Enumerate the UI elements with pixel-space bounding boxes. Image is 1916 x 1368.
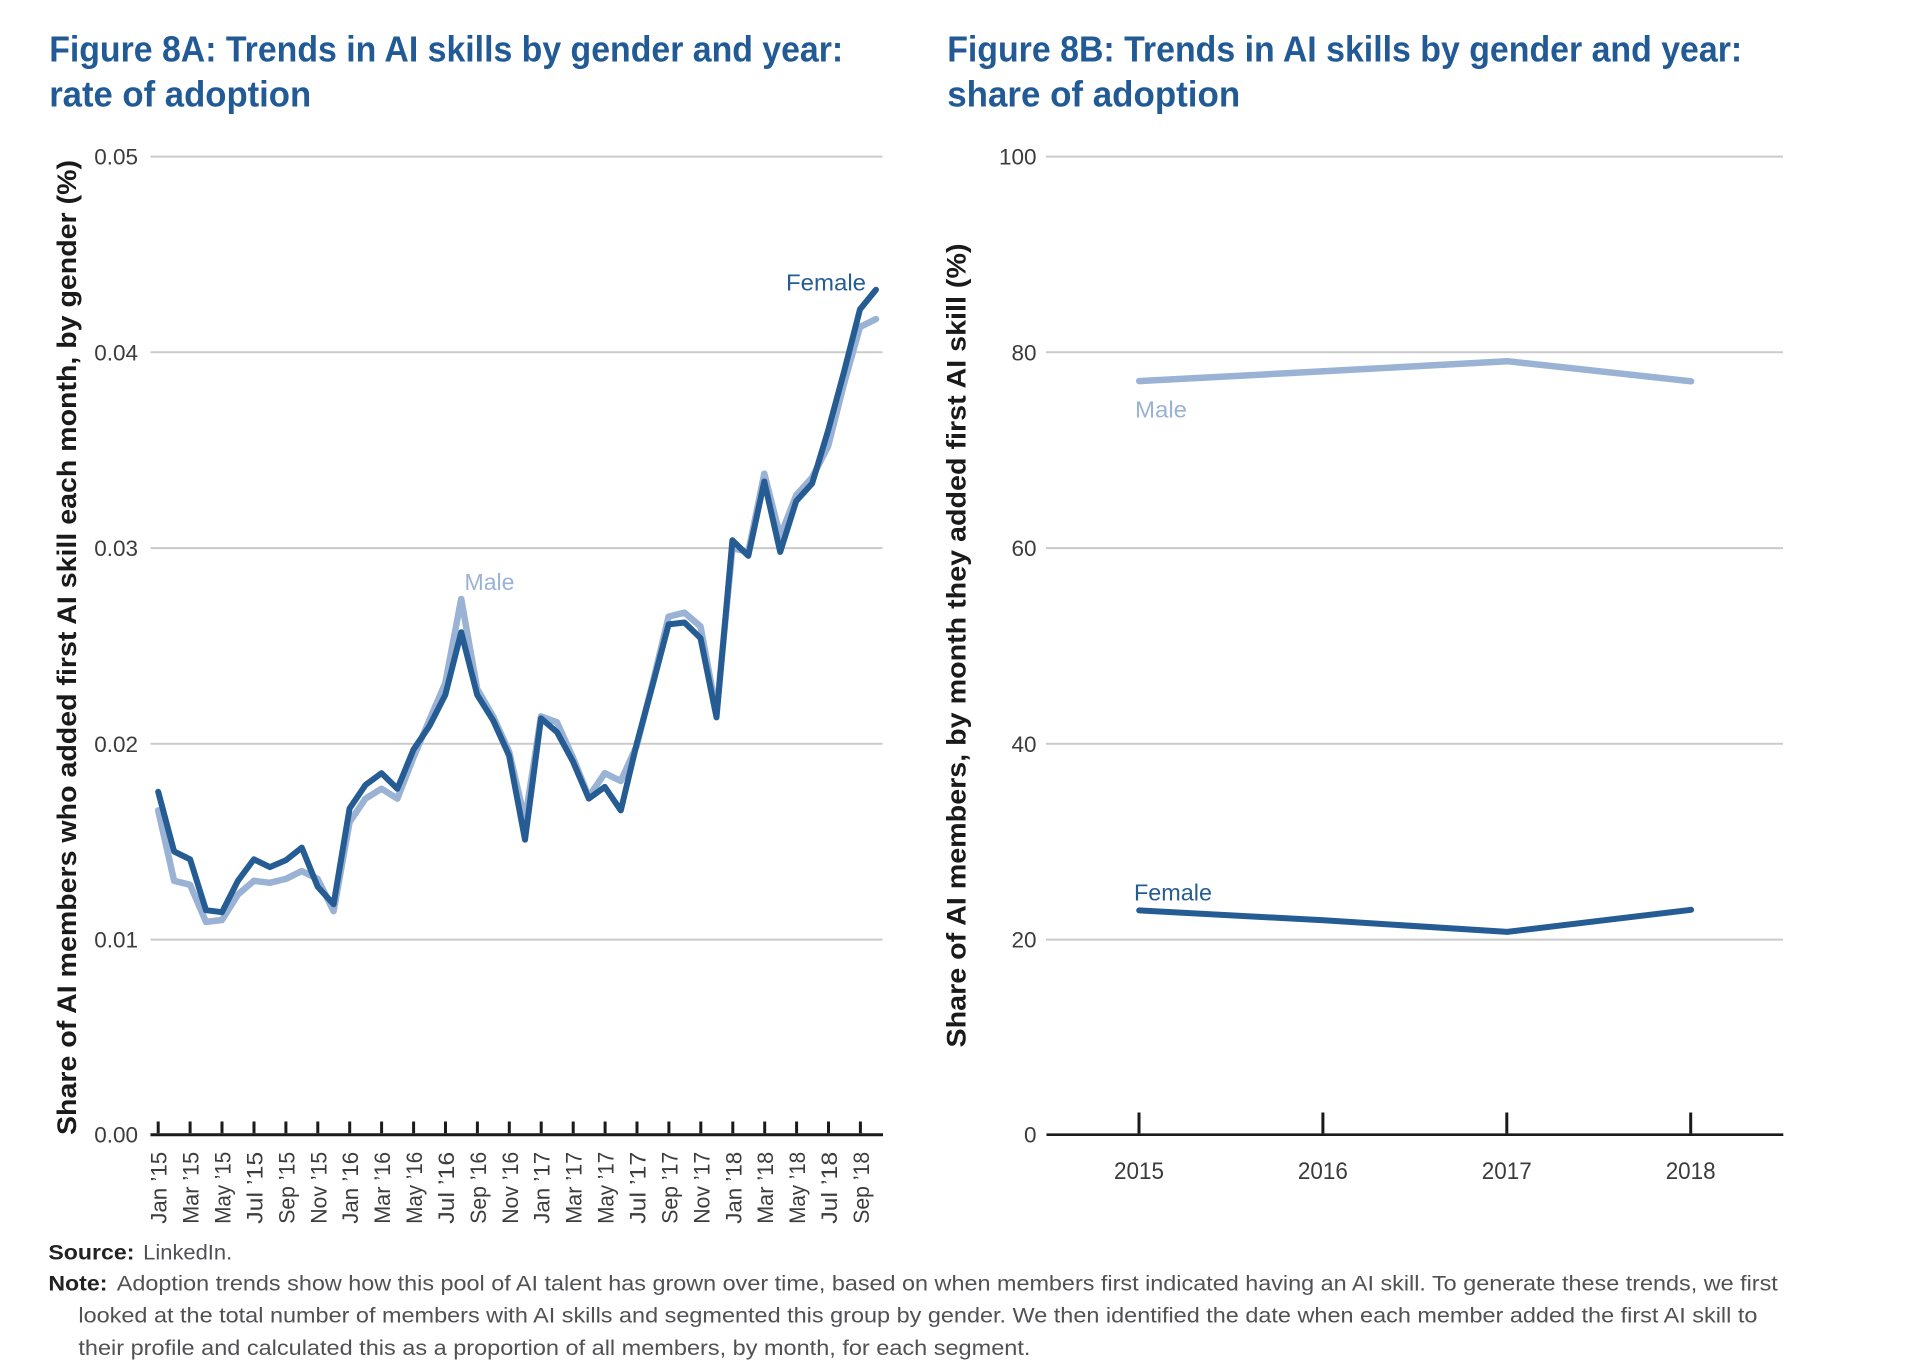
- svg-text:100: 100: [999, 145, 1037, 170]
- svg-text:May ’16: May ’16: [402, 1152, 427, 1224]
- svg-text:Nov ’16: Nov ’16: [498, 1152, 523, 1224]
- svg-text:Note:: Note:: [48, 1272, 107, 1295]
- svg-text:LinkedIn.: LinkedIn.: [143, 1242, 232, 1265]
- svg-text:Sep ’18: Sep ’18: [849, 1152, 874, 1224]
- svg-text:Jan ’16: Jan ’16: [338, 1152, 363, 1224]
- svg-text:Figure 8A: Trends in AI skills: Figure 8A: Trends in AI skills by gender…: [49, 29, 843, 70]
- svg-text:Source:: Source:: [48, 1242, 134, 1265]
- svg-text:2018: 2018: [1666, 1158, 1716, 1185]
- svg-text:Mar ’18: Mar ’18: [753, 1152, 778, 1224]
- svg-text:Nov ’17: Nov ’17: [689, 1152, 714, 1224]
- svg-text:Sep ’17: Sep ’17: [657, 1152, 682, 1224]
- svg-text:May ’15: May ’15: [211, 1152, 236, 1224]
- svg-text:looked at the total number of: looked at the total number of members wi…: [78, 1305, 1757, 1328]
- svg-text:40: 40: [1011, 732, 1036, 757]
- svg-text:0.04: 0.04: [94, 340, 138, 365]
- svg-text:Male: Male: [1135, 396, 1187, 422]
- svg-text:0.03: 0.03: [94, 536, 138, 561]
- svg-text:Mar ’16: Mar ’16: [370, 1152, 395, 1224]
- svg-text:May ’17: May ’17: [594, 1152, 619, 1224]
- svg-text:Figure 8B: Trends in AI skills: Figure 8B: Trends in AI skills by gender…: [947, 29, 1742, 70]
- svg-text:2017: 2017: [1482, 1158, 1532, 1185]
- svg-text:Jan ’17: Jan ’17: [530, 1152, 555, 1224]
- svg-text:May ’18: May ’18: [785, 1152, 810, 1224]
- svg-text:Share of AI members who added: Share of AI members who added first AI s…: [52, 160, 82, 1135]
- svg-text:Sep ’16: Sep ’16: [466, 1152, 491, 1224]
- svg-text:0.02: 0.02: [94, 732, 138, 757]
- svg-text:Mar ’17: Mar ’17: [562, 1152, 587, 1224]
- svg-text:Jul ’17: Jul ’17: [626, 1152, 651, 1224]
- svg-text:Male: Male: [465, 569, 515, 595]
- svg-text:Female: Female: [786, 270, 866, 296]
- svg-text:2016: 2016: [1298, 1158, 1348, 1185]
- svg-text:2015: 2015: [1114, 1158, 1164, 1185]
- svg-text:Jul ’16: Jul ’16: [434, 1152, 459, 1224]
- svg-text:20: 20: [1011, 928, 1036, 953]
- svg-text:0.05: 0.05: [94, 145, 138, 170]
- svg-text:share of adoption: share of adoption: [947, 73, 1240, 114]
- svg-text:Sep ’15: Sep ’15: [274, 1152, 299, 1224]
- svg-text:0.01: 0.01: [94, 928, 138, 953]
- svg-text:Jul ’15: Jul ’15: [243, 1152, 268, 1224]
- svg-text:60: 60: [1011, 536, 1036, 561]
- svg-text:Adoption trends show how this: Adoption trends show how this pool of AI…: [117, 1272, 1778, 1295]
- svg-text:Jan ’15: Jan ’15: [147, 1152, 172, 1224]
- svg-text:Mar ’15: Mar ’15: [179, 1152, 204, 1224]
- svg-text:their profile and calculated t: their profile and calculated this as a p…: [78, 1337, 1030, 1360]
- svg-text:Share of AI members, by month: Share of AI members, by month they added…: [942, 244, 972, 1048]
- svg-text:0.00: 0.00: [94, 1123, 138, 1148]
- svg-text:80: 80: [1011, 340, 1036, 365]
- svg-text:Female: Female: [1134, 879, 1212, 905]
- svg-text:Jan ’18: Jan ’18: [721, 1152, 746, 1224]
- svg-text:Jul ’18: Jul ’18: [817, 1152, 842, 1224]
- svg-text:0: 0: [1024, 1123, 1037, 1148]
- svg-text:Nov ’15: Nov ’15: [306, 1152, 331, 1224]
- svg-text:rate of adoption: rate of adoption: [49, 73, 311, 114]
